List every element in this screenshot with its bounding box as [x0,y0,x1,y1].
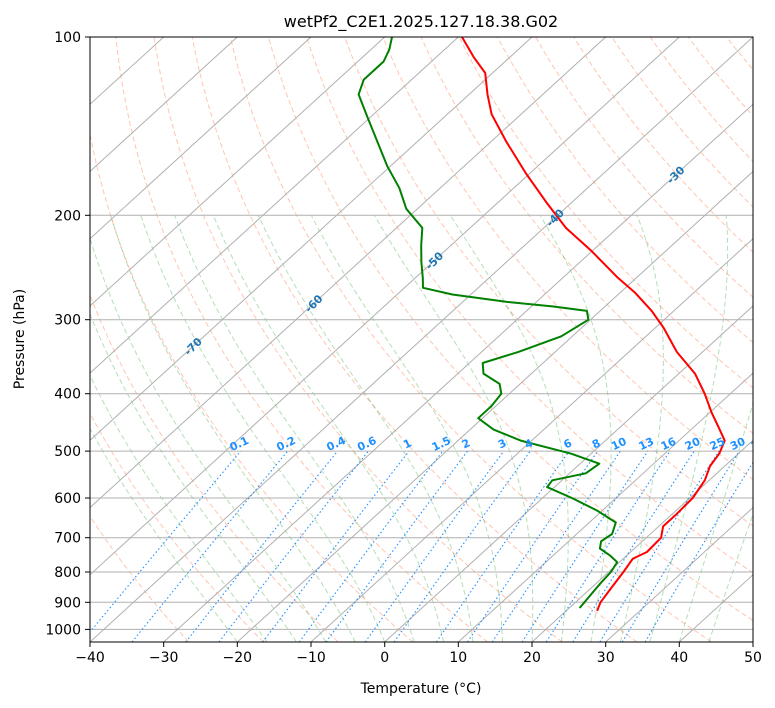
x-tick-label: −20 [223,650,253,666]
moist-adiabat-line [110,215,356,642]
dewpoint-profile [357,37,619,609]
sounding-profiles [357,37,726,612]
moist-adiabat-line [90,236,327,642]
x-tick-label: 10 [449,650,467,666]
moist-adiabat-line [257,215,474,642]
y-tick-label: 400 [54,387,81,403]
mixing-ratio-line [467,450,599,642]
x-tick-label: −30 [149,650,179,666]
isotherm-gridlines [90,37,753,642]
moist-adiabat-line [539,215,612,642]
dry-adiabat-line [535,37,753,298]
mixing-ratio-lines [90,450,753,642]
y-tick-label: 800 [54,565,81,581]
dry-adiabat-line [420,37,753,435]
mixing-ratio-line [521,450,649,642]
mixing-ratio-line [298,450,444,642]
mixing-ratio-line [393,450,531,642]
mixing-ratio-label: 30 [728,435,748,453]
isotherm-line [90,37,753,642]
dry-adiabat-line [268,37,753,622]
isotherm-line [310,237,753,642]
x-tick-label: 0 [380,650,389,666]
isotherm-line [90,37,680,576]
isotherm-line [90,37,607,509]
y-tick-label: 300 [54,313,81,329]
moist-adiabat-line [619,215,664,642]
y-tick-label: 600 [54,491,81,507]
dry-adiabat-line [382,37,753,481]
isotherm-line [531,439,753,642]
dry-adiabat-line [153,37,563,642]
isotherm-line [384,305,753,642]
y-axis-label: Pressure (hPa) [12,289,28,389]
moist-adiabats [90,215,753,642]
x-tick-label: 30 [597,650,615,666]
mixing-ratio-label: 36 [749,435,769,453]
y-tick-label: 100 [54,30,81,46]
isotherm-line [90,37,312,240]
mixing-ratio-label: 13 [637,435,656,453]
isotherm-line [605,506,753,642]
mixing-ratio-line [325,450,468,642]
mixing-ratio-label: 25 [708,435,727,453]
chart-title: wetPf2_C2E1.2025.127.18.38.G02 [284,12,558,32]
mixing-ratio-line [491,450,621,642]
x-axis: −40 −30 −20 −10 0 10 20 30 40 50 [75,642,762,666]
isotherm-line [457,372,753,642]
mixing-ratio-line [545,450,671,642]
x-tick-label: −10 [296,650,326,666]
y-tick-label: 900 [54,595,81,611]
moist-adiabat-line [90,312,297,642]
plot-area: -100-90-80-70-60-50-40-30-20-10010203040… [90,37,769,642]
moist-adiabat-line [212,215,445,642]
y-tick-label: 200 [54,208,81,224]
isotherm-line [90,37,238,173]
y-tick-label: 700 [54,531,81,547]
x-tick-label: 50 [744,650,762,666]
mixing-ratio-line [131,450,289,642]
isotherm-line [90,37,459,374]
mixing-ratio-label: 16 [659,435,679,453]
mixing-ratio-line [262,450,410,642]
moist-adiabat-line [140,215,386,642]
mixing-ratio-line [621,450,740,642]
mixing-ratio-label: 10 [609,435,629,453]
isotherm-line [90,37,533,442]
mixing-ratio-label: 20 [683,435,703,453]
x-tick-label: 40 [670,650,688,666]
moist-adiabat-line [678,401,753,642]
isotherm-line [163,103,753,642]
x-tick-label: 20 [523,650,541,666]
mixing-ratio-line [185,450,339,642]
dry-adiabat-line [115,37,488,642]
dry-adiabat-line [306,37,753,574]
moist-adiabat-line [310,215,503,642]
mixing-ratio-line [572,450,695,642]
x-tick-label: −40 [75,650,105,666]
isobar-gridlines [90,37,753,630]
mixing-ratio-line [435,450,570,642]
x-axis-label: Temperature (°C) [360,681,482,697]
moist-adiabat-line [174,215,415,642]
temperature-profile [461,37,726,612]
isotherm-line [236,170,753,642]
plot-frame [89,36,754,643]
dry-adiabat-line [496,37,753,344]
dry-adiabat-line [191,37,638,642]
dry-adiabat-line [90,412,264,642]
y-tick-label: 500 [54,444,81,460]
y-tick-label: 1000 [45,622,81,638]
mixing-ratio-line [364,450,505,642]
moist-adiabat-line [649,215,729,642]
mixing-ratio-line [90,450,242,633]
isotherm-line [90,37,386,307]
y-axis: 100 200 300 400 500 600 700 800 900 1000 [45,30,90,638]
